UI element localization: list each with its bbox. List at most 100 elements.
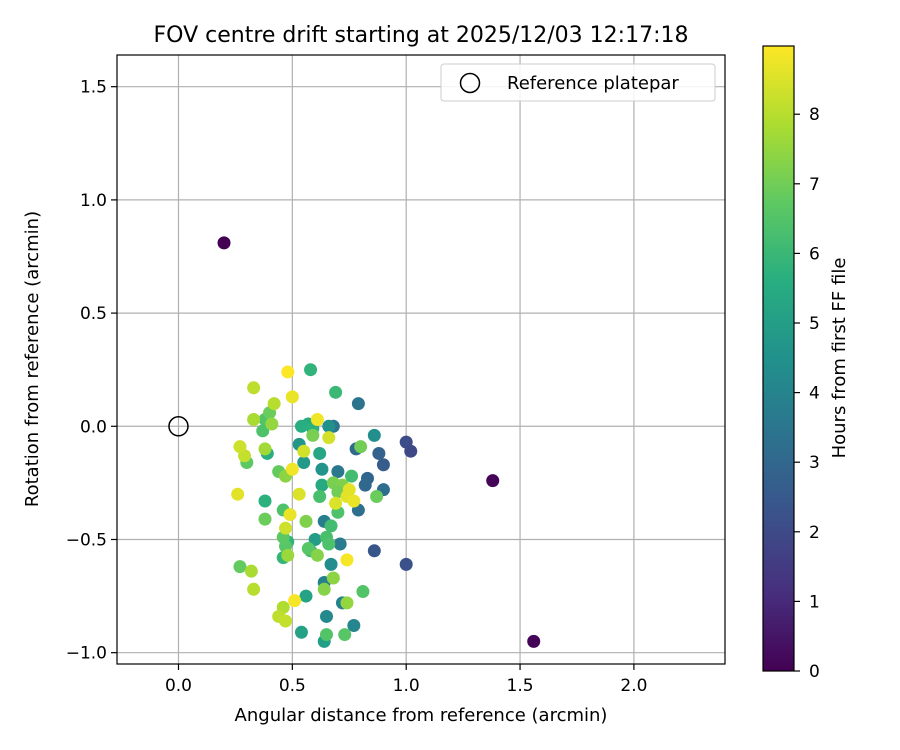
x-tick-label: 1.5 [507, 676, 534, 696]
data-point [370, 489, 384, 503]
data-point [258, 494, 272, 508]
data-point [297, 456, 311, 470]
data-point [372, 446, 386, 460]
reference-platepar-marker [168, 416, 189, 437]
data-point [324, 557, 338, 571]
data-point [326, 571, 340, 585]
data-point [345, 469, 359, 483]
colorbar-tick-label: 0 [809, 662, 820, 682]
data-point [265, 417, 279, 431]
data-point [324, 519, 338, 533]
data-point [399, 557, 413, 571]
data-point [356, 585, 370, 599]
x-tick-label: 0.5 [279, 676, 306, 696]
data-point [279, 614, 293, 628]
data-point [315, 462, 329, 476]
y-tick-label: −1.0 [66, 644, 107, 664]
colorbar-tick-label: 1 [809, 592, 820, 612]
data-point [288, 594, 302, 608]
data-point [279, 521, 293, 535]
data-point [256, 424, 270, 438]
data-point [297, 444, 311, 458]
y-tick-label: 1.5 [80, 78, 107, 98]
data-point [313, 446, 327, 460]
y-tick-label: 1.0 [80, 191, 107, 211]
plot-frame [116, 54, 726, 665]
colorbar-tick-label: 3 [809, 453, 820, 473]
data-point [351, 397, 365, 411]
data-point [340, 553, 354, 567]
colorbar-tick-label: 6 [809, 244, 820, 264]
data-point [247, 412, 261, 426]
data-point [258, 512, 272, 526]
data-points [217, 236, 541, 648]
data-point [247, 381, 261, 395]
colorbar-tick-label: 4 [809, 384, 820, 404]
grid [117, 55, 725, 664]
data-point [247, 582, 261, 596]
legend-marker-icon [459, 72, 481, 94]
x-tick-label: 2.0 [620, 676, 647, 696]
data-point [258, 442, 272, 456]
data-point [281, 548, 295, 562]
data-point [315, 478, 329, 492]
y-tick-label: 0.5 [80, 304, 107, 324]
data-point [217, 236, 231, 250]
data-point [347, 494, 361, 508]
data-point [331, 465, 345, 479]
data-point [486, 474, 500, 488]
data-point [231, 487, 245, 501]
data-point [354, 440, 368, 454]
y-tick-label: 0.0 [80, 417, 107, 437]
x-axis-ticks: 0.0 0.5 1.0 1.5 2.0 [165, 664, 647, 696]
data-point [285, 390, 299, 404]
x-tick-label: 0.0 [165, 676, 192, 696]
colorbar-tick-label: 7 [809, 175, 820, 195]
data-point [322, 419, 336, 433]
data-point [299, 589, 313, 603]
data-point [329, 496, 343, 510]
data-point [404, 444, 418, 458]
data-point [338, 628, 352, 642]
data-point [233, 440, 247, 454]
data-point [281, 365, 295, 379]
data-point [285, 462, 299, 476]
data-point [340, 596, 354, 610]
colorbar-label: Hours from first FF file [829, 258, 850, 459]
data-point [301, 542, 315, 556]
data-point [306, 428, 320, 442]
data-point [376, 458, 390, 472]
data-point [358, 478, 372, 492]
data-point [527, 634, 541, 648]
data-point [313, 489, 327, 503]
data-point [304, 363, 318, 377]
data-point [233, 560, 247, 574]
data-point [319, 628, 333, 642]
data-point [267, 397, 281, 411]
data-point [310, 412, 324, 426]
data-point [322, 431, 336, 445]
data-point [317, 582, 331, 596]
data-point [347, 619, 361, 633]
data-point [329, 385, 343, 399]
data-point [244, 564, 258, 578]
y-axis-label: Rotation from reference (arcmin) [22, 211, 43, 507]
data-point [367, 544, 381, 558]
legend-label: Reference platepar [507, 73, 679, 94]
colorbar-gradient [762, 45, 795, 672]
data-point [342, 483, 356, 497]
y-tick-label: −0.5 [66, 530, 107, 550]
x-tick-label: 1.0 [393, 676, 420, 696]
data-point [310, 548, 324, 562]
colorbar-tick-label: 5 [809, 314, 820, 334]
data-point [322, 537, 336, 551]
colorbar-ticks: 0 1 2 3 4 5 6 7 8 [794, 105, 820, 682]
colorbar-tick-label: 2 [809, 523, 820, 543]
data-point [294, 419, 308, 433]
data-point [283, 508, 297, 522]
legend: Reference platepar [440, 63, 716, 102]
colorbar: 0 1 2 3 4 5 6 7 8 Hours from first FF file [762, 45, 850, 682]
y-axis-ticks: −1.0 −0.5 0.0 0.5 1.0 1.5 [66, 78, 117, 664]
data-point [333, 537, 347, 551]
colorbar-tick-label: 8 [809, 105, 820, 125]
